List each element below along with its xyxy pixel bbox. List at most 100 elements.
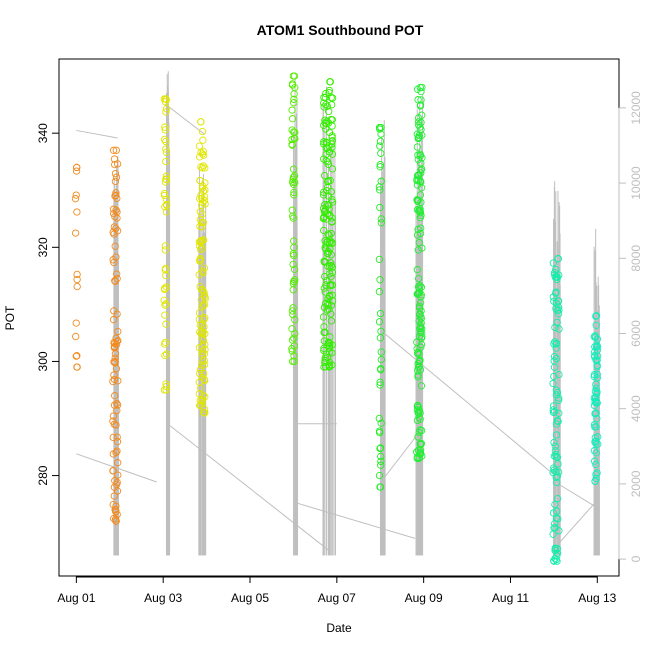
data-point — [162, 300, 170, 308]
data-point — [414, 289, 423, 297]
data-point — [112, 253, 120, 261]
data-point — [418, 131, 426, 139]
data-point — [591, 393, 600, 401]
data-point — [113, 447, 121, 455]
data-point — [198, 347, 206, 356]
data-point — [111, 343, 119, 351]
data-point — [328, 140, 336, 148]
data-point — [199, 147, 207, 156]
data-point — [195, 378, 203, 386]
data-point — [413, 143, 422, 151]
data-point — [593, 341, 601, 349]
data-point — [288, 115, 297, 123]
data-point — [376, 309, 385, 318]
data-point — [71, 229, 80, 237]
secondary-connector-line — [167, 423, 331, 552]
data-point — [322, 157, 330, 165]
data-point — [553, 494, 562, 503]
data-point — [111, 515, 120, 523]
data-point — [111, 277, 119, 285]
data-point — [162, 382, 171, 391]
data-point — [113, 399, 121, 408]
data-point — [416, 152, 425, 160]
data-point — [328, 214, 336, 222]
data-point — [413, 338, 421, 346]
data-point — [552, 386, 561, 394]
data-point — [199, 302, 208, 310]
data-point — [162, 105, 171, 113]
data-point — [415, 131, 423, 140]
data-point — [162, 200, 171, 209]
data-point — [196, 215, 205, 224]
data-point — [555, 325, 563, 333]
data-point — [201, 164, 209, 172]
data-point — [320, 140, 328, 148]
data-point — [161, 123, 169, 131]
data-point — [551, 500, 559, 509]
data-point — [113, 438, 122, 446]
data-point — [327, 301, 335, 310]
data-point — [417, 283, 426, 291]
data-point — [199, 187, 208, 195]
data-point — [162, 137, 170, 146]
data-point — [375, 255, 384, 264]
data-point — [592, 423, 600, 431]
data-point — [320, 344, 328, 352]
data-point — [322, 125, 330, 133]
data-point — [290, 265, 299, 274]
plot-frame — [58, 58, 620, 577]
data-point — [591, 333, 600, 342]
data-point — [590, 372, 598, 381]
secondary-connector-line — [382, 434, 418, 481]
y2-tick-label: 10000 — [629, 166, 643, 200]
data-point — [111, 354, 119, 362]
data-point — [288, 140, 296, 148]
data-point — [161, 266, 169, 274]
data-point — [201, 186, 209, 194]
data-point — [413, 85, 422, 93]
data-point — [323, 238, 331, 246]
data-point — [110, 307, 118, 315]
data-point — [414, 366, 422, 375]
secondary-connector-line — [557, 502, 596, 545]
data-point — [288, 106, 296, 114]
y-axis-right: 0 2000 4000 6000 8000 10000 12000 — [618, 91, 643, 562]
data-point — [376, 186, 384, 194]
data-point — [111, 242, 119, 250]
data-point — [592, 474, 600, 483]
data-point — [377, 149, 385, 157]
secondary-connector-line — [76, 129, 118, 139]
data-point — [413, 130, 421, 138]
data-point — [549, 379, 557, 388]
data-point — [290, 99, 298, 107]
data-point — [324, 301, 332, 310]
data-point — [196, 238, 205, 246]
data-point — [112, 189, 120, 197]
data-point — [324, 249, 332, 257]
data-point — [321, 116, 329, 124]
data-point — [160, 296, 168, 304]
data-point — [73, 275, 81, 284]
data-point — [413, 231, 422, 239]
data-point — [328, 165, 337, 173]
data-point — [160, 285, 169, 294]
data-point — [321, 207, 329, 215]
data-point — [162, 350, 171, 358]
data-point — [415, 121, 423, 129]
data-point — [552, 391, 561, 399]
data-point — [552, 473, 560, 482]
data-point — [328, 361, 336, 369]
data-point — [551, 442, 559, 450]
y-axis-left: 280 300 320 340 — [36, 123, 60, 486]
data-point — [416, 101, 425, 109]
data-point — [321, 354, 329, 362]
data-point — [549, 509, 558, 517]
data-point — [288, 80, 297, 88]
data-point — [109, 316, 118, 324]
data-point — [417, 324, 425, 332]
secondary-series-layer — [76, 71, 600, 556]
data-point — [549, 259, 557, 267]
data-point — [592, 312, 600, 320]
data-point — [199, 136, 207, 144]
data-point — [376, 444, 385, 452]
